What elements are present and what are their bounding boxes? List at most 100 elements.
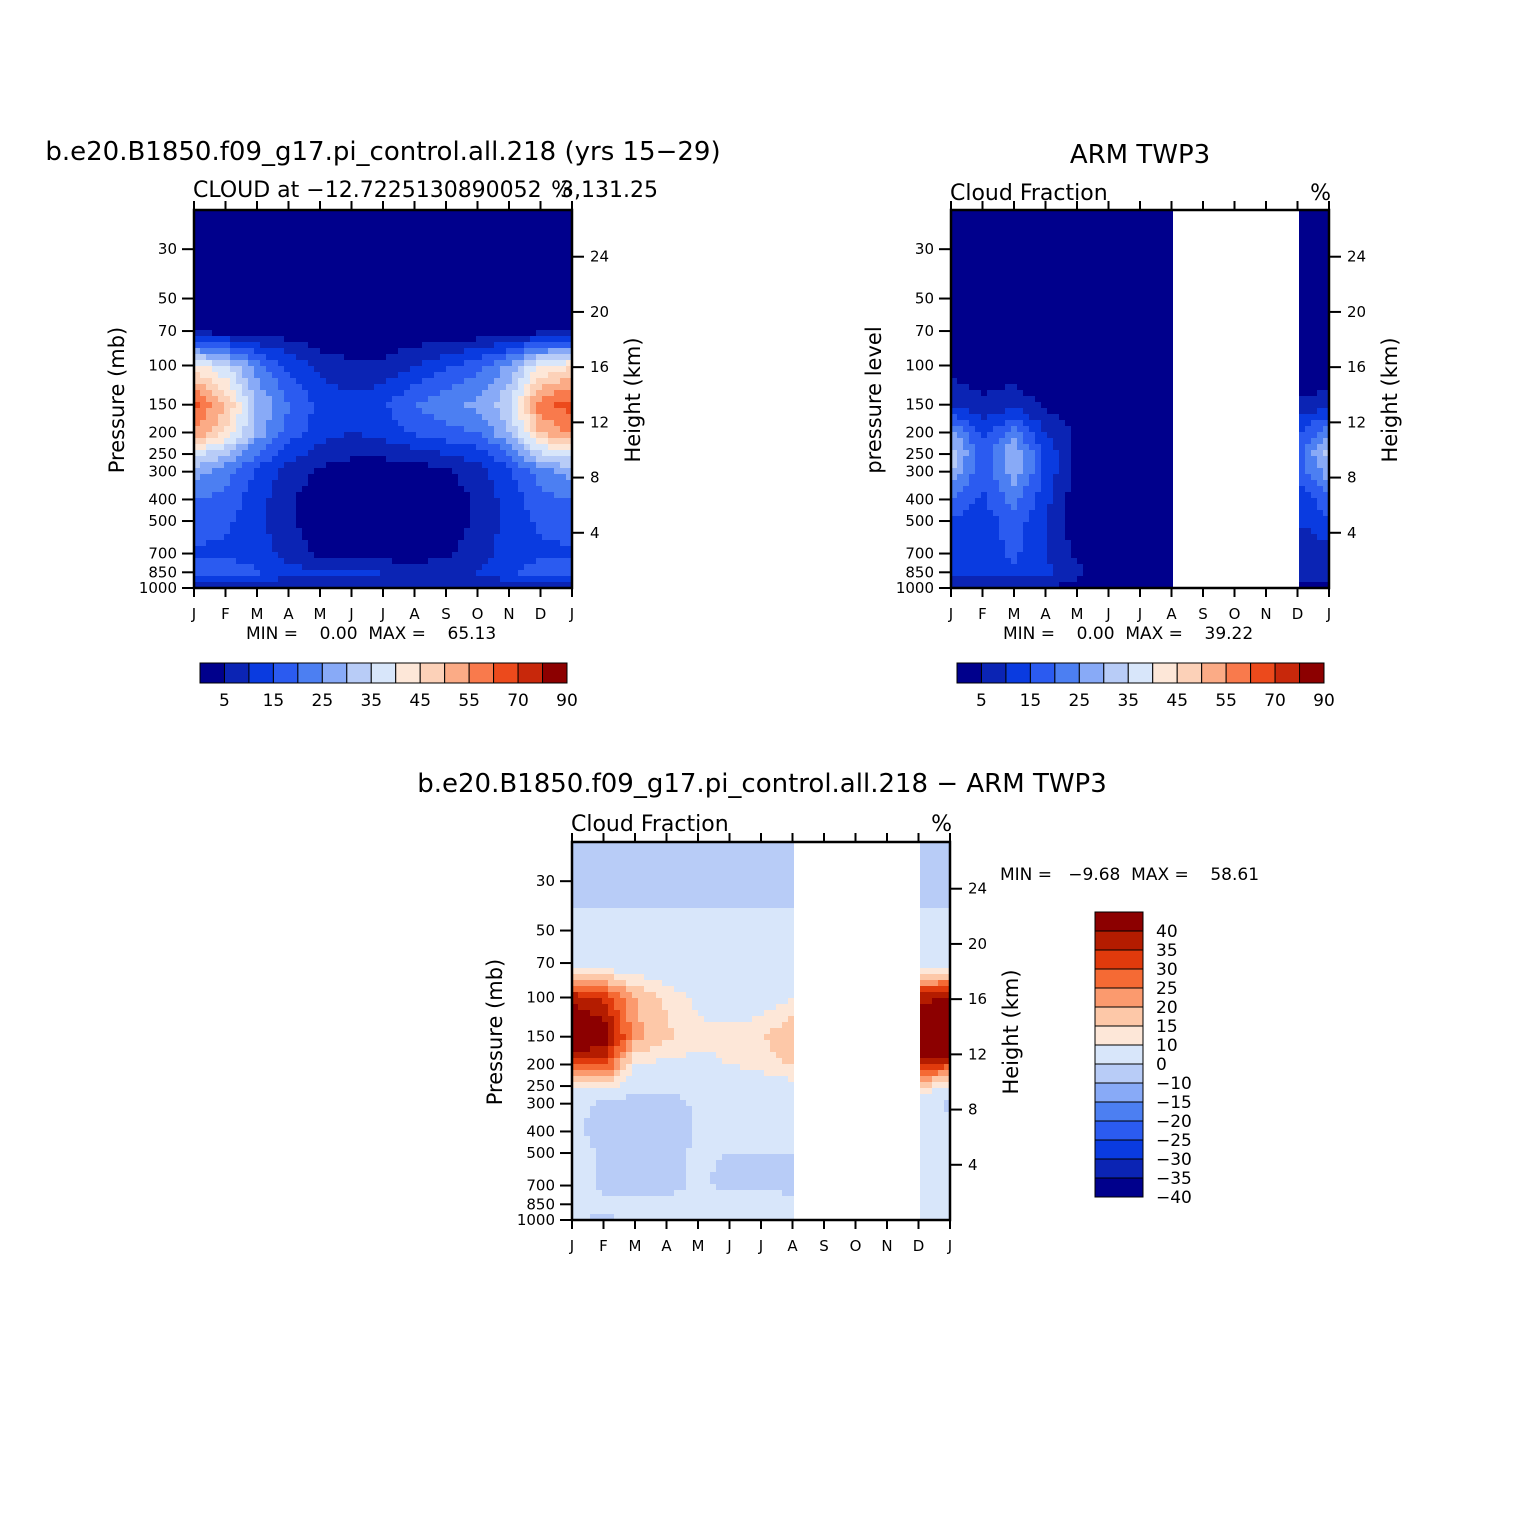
contour-cell: [987, 228, 994, 235]
contour-cell: [272, 378, 279, 385]
contour-cell: [326, 222, 333, 229]
contour-cell: [368, 528, 375, 535]
contour-cell: [542, 384, 549, 391]
contour-cell: [344, 468, 351, 475]
contour-cell: [452, 354, 459, 361]
contour-cell: [512, 378, 519, 385]
contour-cell: [368, 378, 375, 385]
contour-cell: [344, 234, 351, 241]
contour-cell: [488, 582, 495, 589]
contour-cell: [482, 420, 489, 427]
contour-cell: [452, 366, 459, 373]
contour-cell: [524, 534, 531, 541]
contour-cell: [1191, 282, 1198, 289]
contour-cell: [242, 252, 249, 259]
contour-cell: [1293, 240, 1300, 247]
contour-cell: [566, 528, 573, 535]
contour-cell: [512, 432, 519, 439]
contour-cell: [242, 570, 249, 577]
contour-cell: [548, 372, 555, 379]
contour-cell: [392, 366, 399, 373]
contour-cell: [470, 486, 477, 493]
contour-cell: [542, 438, 549, 445]
contour-cell: [374, 294, 381, 301]
contour-cell: [464, 438, 471, 445]
contour-cell: [1191, 252, 1198, 259]
contour-cell: [518, 426, 525, 433]
contour-cell: [434, 492, 441, 499]
contour-cell: [518, 516, 525, 523]
contour-cell: [374, 576, 381, 583]
contour-cell: [362, 348, 369, 355]
contour-cell: [200, 396, 207, 403]
contour-cell: [422, 222, 429, 229]
contour-cell: [398, 240, 405, 247]
contour-cell: [482, 276, 489, 283]
contour-cell: [380, 480, 387, 487]
contour-cell: [488, 390, 495, 397]
contour-cell: [356, 372, 363, 379]
contour-cell: [398, 408, 405, 415]
contour-cell: [362, 354, 369, 361]
contour-cell: [957, 264, 964, 271]
contour-cell: [338, 282, 345, 289]
contour-cell: [963, 252, 970, 259]
contour-cell: [230, 552, 237, 559]
contour-cell: [446, 414, 453, 421]
contour-cell: [224, 396, 231, 403]
contour-cell: [284, 210, 291, 217]
contour-cell: [428, 342, 435, 349]
contour-cell: [284, 576, 291, 583]
contour-cell: [362, 210, 369, 217]
contour-cell: [542, 294, 549, 301]
contour-cell: [530, 582, 537, 589]
contour-cell: [278, 342, 285, 349]
contour-cell: [386, 342, 393, 349]
contour-cell: [338, 342, 345, 349]
contour-cell: [272, 576, 279, 583]
contour-cell: [1317, 270, 1324, 277]
contour-cell: [236, 294, 243, 301]
contour-cell: [458, 396, 465, 403]
contour-cell: [434, 438, 441, 445]
contour-cell: [308, 324, 315, 331]
contour-cell: [458, 252, 465, 259]
contour-cell: [1143, 270, 1150, 277]
contour-cell: [218, 522, 225, 529]
contour-cell: [284, 408, 291, 415]
contour-cell: [410, 210, 417, 217]
contour-cell: [554, 426, 561, 433]
contour-cell: [434, 270, 441, 277]
contour-cell: [290, 270, 297, 277]
contour-cell: [386, 360, 393, 367]
contour-cell: [206, 558, 213, 565]
contour-cell: [308, 234, 315, 241]
contour-cell: [272, 372, 279, 379]
contour-cell: [422, 462, 429, 469]
contour-cell: [452, 252, 459, 259]
contour-cell: [530, 264, 537, 271]
contour-cell: [1053, 216, 1060, 223]
contour-cell: [422, 270, 429, 277]
contour-cell: [1191, 228, 1198, 235]
contour-cell: [296, 558, 303, 565]
contour-cell: [1299, 258, 1306, 265]
contour-cell: [374, 360, 381, 367]
contour-cell: [296, 552, 303, 559]
contour-cell: [374, 384, 381, 391]
contour-cell: [278, 252, 285, 259]
contour-cell: [536, 510, 543, 517]
contour-cell: [272, 294, 279, 301]
contour-cell: [1107, 282, 1114, 289]
contour-cell: [494, 528, 501, 535]
contour-cell: [518, 384, 525, 391]
contour-cell: [212, 522, 219, 529]
contour-cell: [254, 462, 261, 469]
contour-cell: [362, 228, 369, 235]
contour-cell: [488, 276, 495, 283]
contour-cell: [969, 246, 976, 253]
contour-cell: [416, 414, 423, 421]
contour-cell: [999, 282, 1006, 289]
contour-cell: [1059, 234, 1066, 241]
contour-cell: [314, 216, 321, 223]
